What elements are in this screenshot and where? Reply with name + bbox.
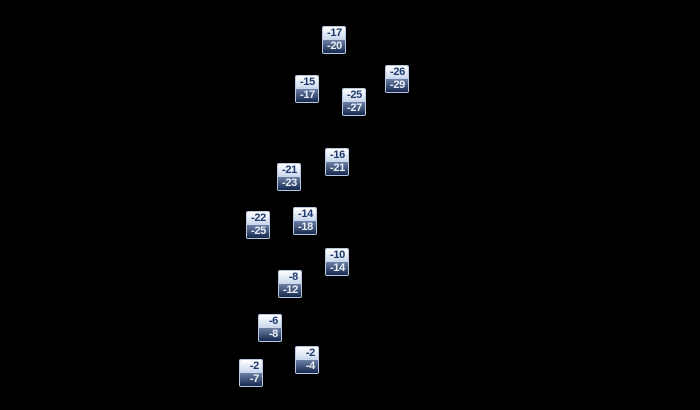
temperature-marker[interactable]: -8 -12 bbox=[278, 270, 302, 298]
temperature-marker[interactable]: -26 -29 bbox=[385, 65, 409, 93]
temperature-low-value: -25 bbox=[247, 225, 269, 238]
temperature-high-value: -22 bbox=[247, 212, 269, 225]
temperature-low-value: -8 bbox=[259, 328, 281, 341]
temperature-high-value: -15 bbox=[296, 76, 318, 89]
temperature-low-value: -27 bbox=[343, 102, 365, 115]
temperature-low-value: -12 bbox=[279, 284, 301, 297]
temperature-marker[interactable]: -21 -23 bbox=[277, 163, 301, 191]
temperature-high-value: -16 bbox=[326, 149, 348, 162]
temperature-high-value: -10 bbox=[326, 249, 348, 262]
temperature-low-value: -23 bbox=[278, 177, 300, 190]
temperature-low-value: -18 bbox=[294, 221, 316, 234]
temperature-marker[interactable]: -2 -7 bbox=[239, 359, 263, 387]
temperature-high-value: -2 bbox=[296, 347, 318, 360]
temperature-high-value: -25 bbox=[343, 89, 365, 102]
temperature-marker[interactable]: -17 -20 bbox=[322, 26, 346, 54]
temperature-low-value: -21 bbox=[326, 162, 348, 175]
temperature-high-value: -14 bbox=[294, 208, 316, 221]
temperature-high-value: -17 bbox=[323, 27, 345, 40]
temperature-marker[interactable]: -6 -8 bbox=[258, 314, 282, 342]
temperature-high-value: -6 bbox=[259, 315, 281, 328]
temperature-marker[interactable]: -16 -21 bbox=[325, 148, 349, 176]
temperature-marker[interactable]: -15 -17 bbox=[295, 75, 319, 103]
temperature-low-value: -4 bbox=[296, 360, 318, 373]
temperature-marker[interactable]: -2 -4 bbox=[295, 346, 319, 374]
temperature-high-value: -21 bbox=[278, 164, 300, 177]
temperature-low-value: -7 bbox=[240, 373, 262, 386]
temperature-marker[interactable]: -25 -27 bbox=[342, 88, 366, 116]
temperature-low-value: -20 bbox=[323, 40, 345, 53]
temperature-marker[interactable]: -22 -25 bbox=[246, 211, 270, 239]
temperature-high-value: -8 bbox=[279, 271, 301, 284]
temperature-low-value: -14 bbox=[326, 262, 348, 275]
temperature-low-value: -17 bbox=[296, 89, 318, 102]
temperature-low-value: -29 bbox=[386, 79, 408, 92]
temperature-high-value: -26 bbox=[386, 66, 408, 79]
temperature-high-value: -2 bbox=[240, 360, 262, 373]
temperature-marker[interactable]: -10 -14 bbox=[325, 248, 349, 276]
temperature-marker[interactable]: -14 -18 bbox=[293, 207, 317, 235]
